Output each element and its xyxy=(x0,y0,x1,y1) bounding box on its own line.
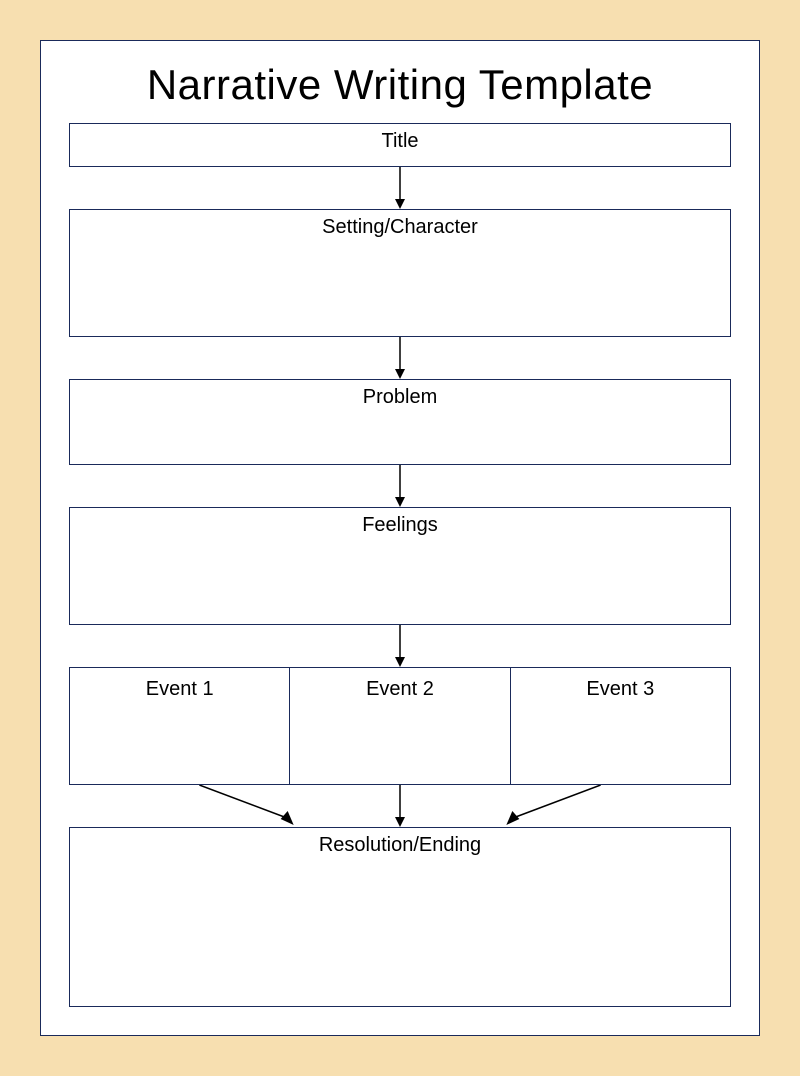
arrow-setting-to-problem xyxy=(69,337,731,379)
template-panel: Narrative Writing Template Title Setting… xyxy=(40,40,760,1036)
events-box: Event 1 Event 2 Event 3 xyxy=(69,667,731,785)
page-title: Narrative Writing Template xyxy=(69,61,731,109)
resolution-box: Resolution/Ending xyxy=(69,827,731,1007)
event-2-cell: Event 2 xyxy=(290,668,510,784)
setting-box: Setting/Character xyxy=(69,209,731,337)
feelings-box: Feelings xyxy=(69,507,731,625)
title-box: Title xyxy=(69,123,731,167)
arrow-problem-to-feelings xyxy=(69,465,731,507)
event-3-cell: Event 3 xyxy=(511,668,730,784)
problem-box: Problem xyxy=(69,379,731,465)
arrows-events-to-resolution xyxy=(69,785,731,827)
arrow-feelings-to-events xyxy=(69,625,731,667)
arrow-title-to-setting xyxy=(69,167,731,209)
event-1-cell: Event 1 xyxy=(70,668,290,784)
